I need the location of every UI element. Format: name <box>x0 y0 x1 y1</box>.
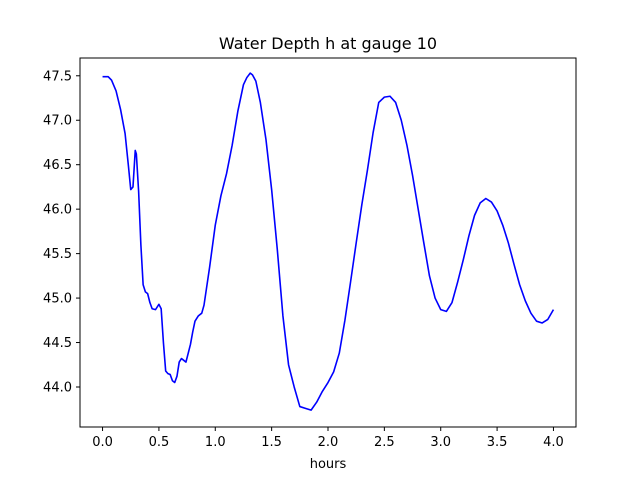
x-tick-label: 3.5 <box>487 435 508 450</box>
y-tick-label: 45.0 <box>43 292 72 307</box>
y-axis: 44.0 44.5 45.0 45.5 46.0 46.5 47.0 47.5 <box>43 69 80 395</box>
x-tick-label: 1.5 <box>261 435 282 450</box>
chart-title: Water Depth h at gauge 10 <box>219 34 437 53</box>
plot-frame <box>79 57 577 428</box>
x-tick-label: 2.5 <box>374 435 395 450</box>
x-tick-label: 0.5 <box>149 435 170 450</box>
x-tick-label: 1.0 <box>205 435 226 450</box>
series-layer <box>102 72 555 411</box>
x-tick-label: 3.0 <box>430 435 451 450</box>
series-line-0 <box>102 72 555 411</box>
y-tick-label: 44.5 <box>43 336 72 351</box>
y-tick-label: 46.0 <box>43 203 72 218</box>
x-tick-label: 2.0 <box>318 435 339 450</box>
y-tick-label: 46.5 <box>43 158 72 173</box>
x-tick-label: 4.0 <box>543 435 564 450</box>
x-axis: 0.0 0.5 1.0 1.5 2.0 2.5 3.0 3.5 4.0 <box>92 427 564 450</box>
x-tick-label: 0.0 <box>92 435 113 450</box>
y-tick-label: 44.0 <box>43 380 72 395</box>
y-tick-label: 47.5 <box>43 69 72 84</box>
y-tick-label: 47.0 <box>43 114 72 129</box>
x-axis-label: hours <box>310 457 347 472</box>
y-tick-label: 45.5 <box>43 247 72 262</box>
